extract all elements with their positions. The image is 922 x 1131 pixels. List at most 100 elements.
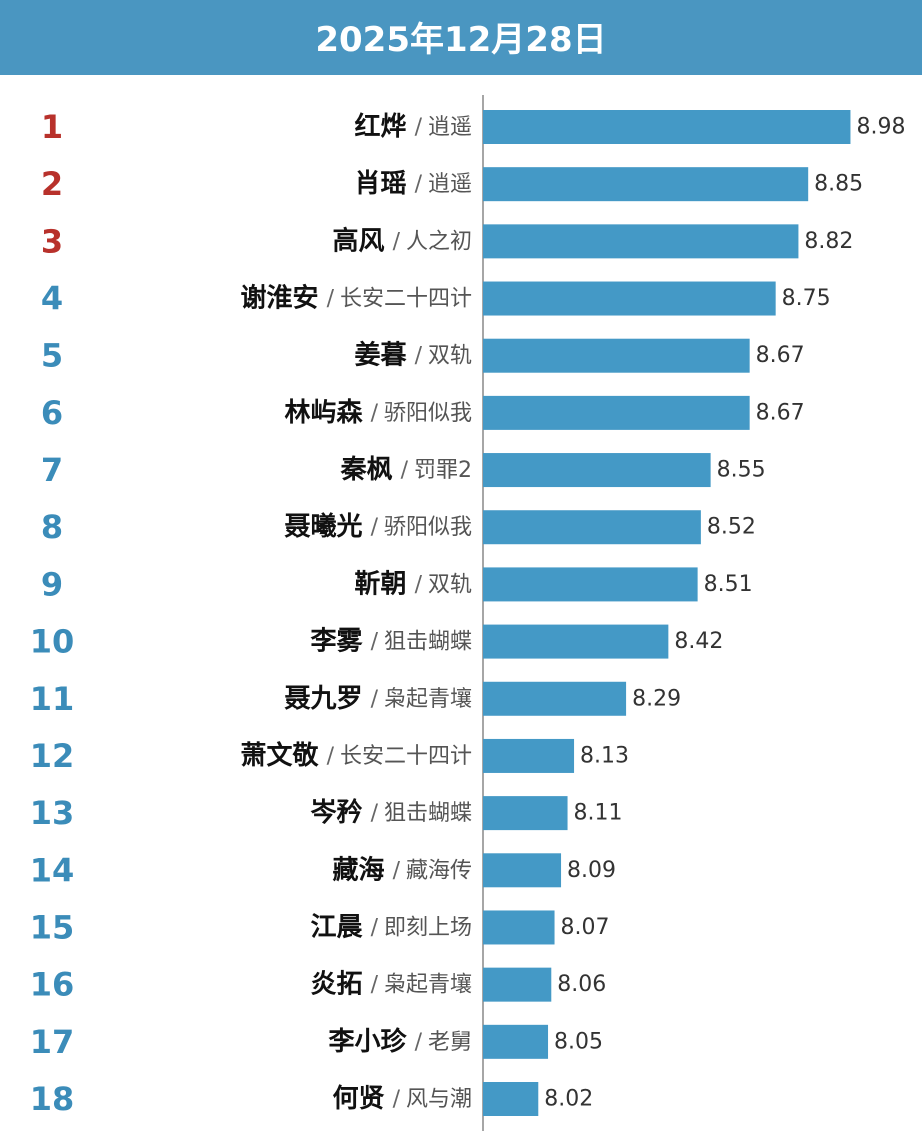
category-label: 高风 / 人之初 xyxy=(333,225,472,256)
rank-label: 4 xyxy=(41,280,63,318)
value-label: 8.42 xyxy=(674,629,723,654)
rank-label: 14 xyxy=(30,851,75,889)
separator: / xyxy=(415,572,423,597)
category-label: 肖瑶 / 逍遥 xyxy=(355,169,472,199)
name: 李小珍 xyxy=(328,1026,408,1057)
separator: / xyxy=(393,1087,401,1112)
rank-label: 15 xyxy=(30,908,75,946)
value-label: 8.51 xyxy=(704,572,753,597)
show: 枭起青壤 xyxy=(384,686,472,711)
category-label: 红烨 / 逍遥 xyxy=(355,111,472,142)
show: 即刻上场 xyxy=(384,915,472,940)
category-label: 炎拓 / 枭起青壤 xyxy=(311,970,472,1000)
value-label: 8.05 xyxy=(554,1029,603,1054)
header-band xyxy=(0,0,922,75)
rank-label: 11 xyxy=(30,680,75,718)
separator: / xyxy=(415,343,423,368)
bar xyxy=(483,853,562,888)
rank-label: 10 xyxy=(30,623,75,661)
name: 林屿森 xyxy=(285,398,364,428)
rank-label: 3 xyxy=(41,222,63,260)
show: 人之初 xyxy=(406,229,472,254)
category-label: 萧文敬 / 长安二十四计 xyxy=(241,740,472,771)
value-label: 8.85 xyxy=(814,172,863,197)
show: 罚罪2 xyxy=(414,458,472,483)
name: 姜暮 xyxy=(355,340,408,371)
name: 萧文敬 xyxy=(241,740,320,771)
show: 逍遥 xyxy=(428,172,472,197)
separator: / xyxy=(371,686,379,711)
show: 狙击蝴蝶 xyxy=(384,801,472,826)
rank-label: 18 xyxy=(30,1080,75,1118)
value-label: 8.13 xyxy=(580,743,629,768)
name: 靳朝 xyxy=(355,568,407,599)
separator: / xyxy=(415,1029,423,1054)
bar xyxy=(483,796,568,831)
value-label: 8.98 xyxy=(856,115,905,140)
show: 枭起青壤 xyxy=(384,972,472,997)
name: 李雾 xyxy=(310,627,364,657)
bar xyxy=(483,167,809,202)
bar xyxy=(483,453,711,488)
name: 红烨 xyxy=(355,111,407,142)
value-label: 8.67 xyxy=(756,400,805,425)
separator: / xyxy=(327,286,335,311)
separator: / xyxy=(371,801,379,826)
name: 岑矜 xyxy=(311,797,363,828)
category-label: 何贤 / 风与潮 xyxy=(333,1084,472,1114)
name: 秦枫 xyxy=(340,455,393,485)
show: 狙击蝴蝶 xyxy=(384,629,472,654)
separator: / xyxy=(393,229,401,254)
value-label: 8.09 xyxy=(567,858,616,883)
value-label: 8.75 xyxy=(782,286,831,311)
name: 肖瑶 xyxy=(355,169,407,199)
rank-label: 17 xyxy=(30,1023,75,1061)
separator: / xyxy=(415,115,423,140)
separator: / xyxy=(371,400,379,425)
bar xyxy=(483,395,750,430)
rank-label: 12 xyxy=(30,737,75,775)
separator: / xyxy=(415,172,423,197)
value-label: 8.11 xyxy=(574,801,623,826)
rank-label: 16 xyxy=(30,966,75,1004)
bar xyxy=(483,738,575,773)
rank-label: 1 xyxy=(41,108,63,146)
category-label: 姜暮 / 双轨 xyxy=(355,340,472,371)
category-label: 岑矜 / 狙击蝴蝶 xyxy=(311,797,472,828)
category-label: 靳朝 / 双轨 xyxy=(355,568,472,599)
category-label: 聂曦光 / 骄阳似我 xyxy=(284,512,472,542)
separator: / xyxy=(371,515,379,540)
value-label: 8.02 xyxy=(544,1087,593,1112)
value-label: 8.55 xyxy=(717,458,766,483)
name: 谢淮安 xyxy=(241,283,319,314)
bar xyxy=(483,1024,549,1059)
name: 藏海 xyxy=(333,855,385,885)
rank-label: 2 xyxy=(41,165,63,203)
category-label: 聂九罗 / 枭起青壤 xyxy=(284,684,472,714)
category-label: 秦枫 / 罚罪2 xyxy=(340,455,472,485)
bar xyxy=(483,510,701,545)
show: 双轨 xyxy=(428,572,472,597)
name: 聂九罗 xyxy=(284,684,363,714)
value-label: 8.52 xyxy=(707,515,756,540)
name: 何贤 xyxy=(333,1084,385,1114)
show: 长安二十四计 xyxy=(340,286,472,311)
separator: / xyxy=(401,458,409,483)
bar xyxy=(483,224,799,259)
rank-label: 5 xyxy=(41,337,63,375)
rank-label: 9 xyxy=(41,565,63,603)
bar xyxy=(483,110,851,144)
rank-label: 8 xyxy=(41,508,63,546)
rank-label: 7 xyxy=(41,451,63,489)
category-label: 谢淮安 / 长安二十四计 xyxy=(241,283,472,314)
bar xyxy=(483,1082,539,1116)
bar xyxy=(483,910,555,945)
category-label: 李雾 / 狙击蝴蝶 xyxy=(310,627,472,657)
category-label: 林屿森 / 骄阳似我 xyxy=(285,398,472,428)
value-label: 8.29 xyxy=(632,686,681,711)
show: 风与潮 xyxy=(406,1087,472,1112)
name: 高风 xyxy=(333,225,385,256)
separator: / xyxy=(371,629,379,654)
separator: / xyxy=(393,858,401,883)
